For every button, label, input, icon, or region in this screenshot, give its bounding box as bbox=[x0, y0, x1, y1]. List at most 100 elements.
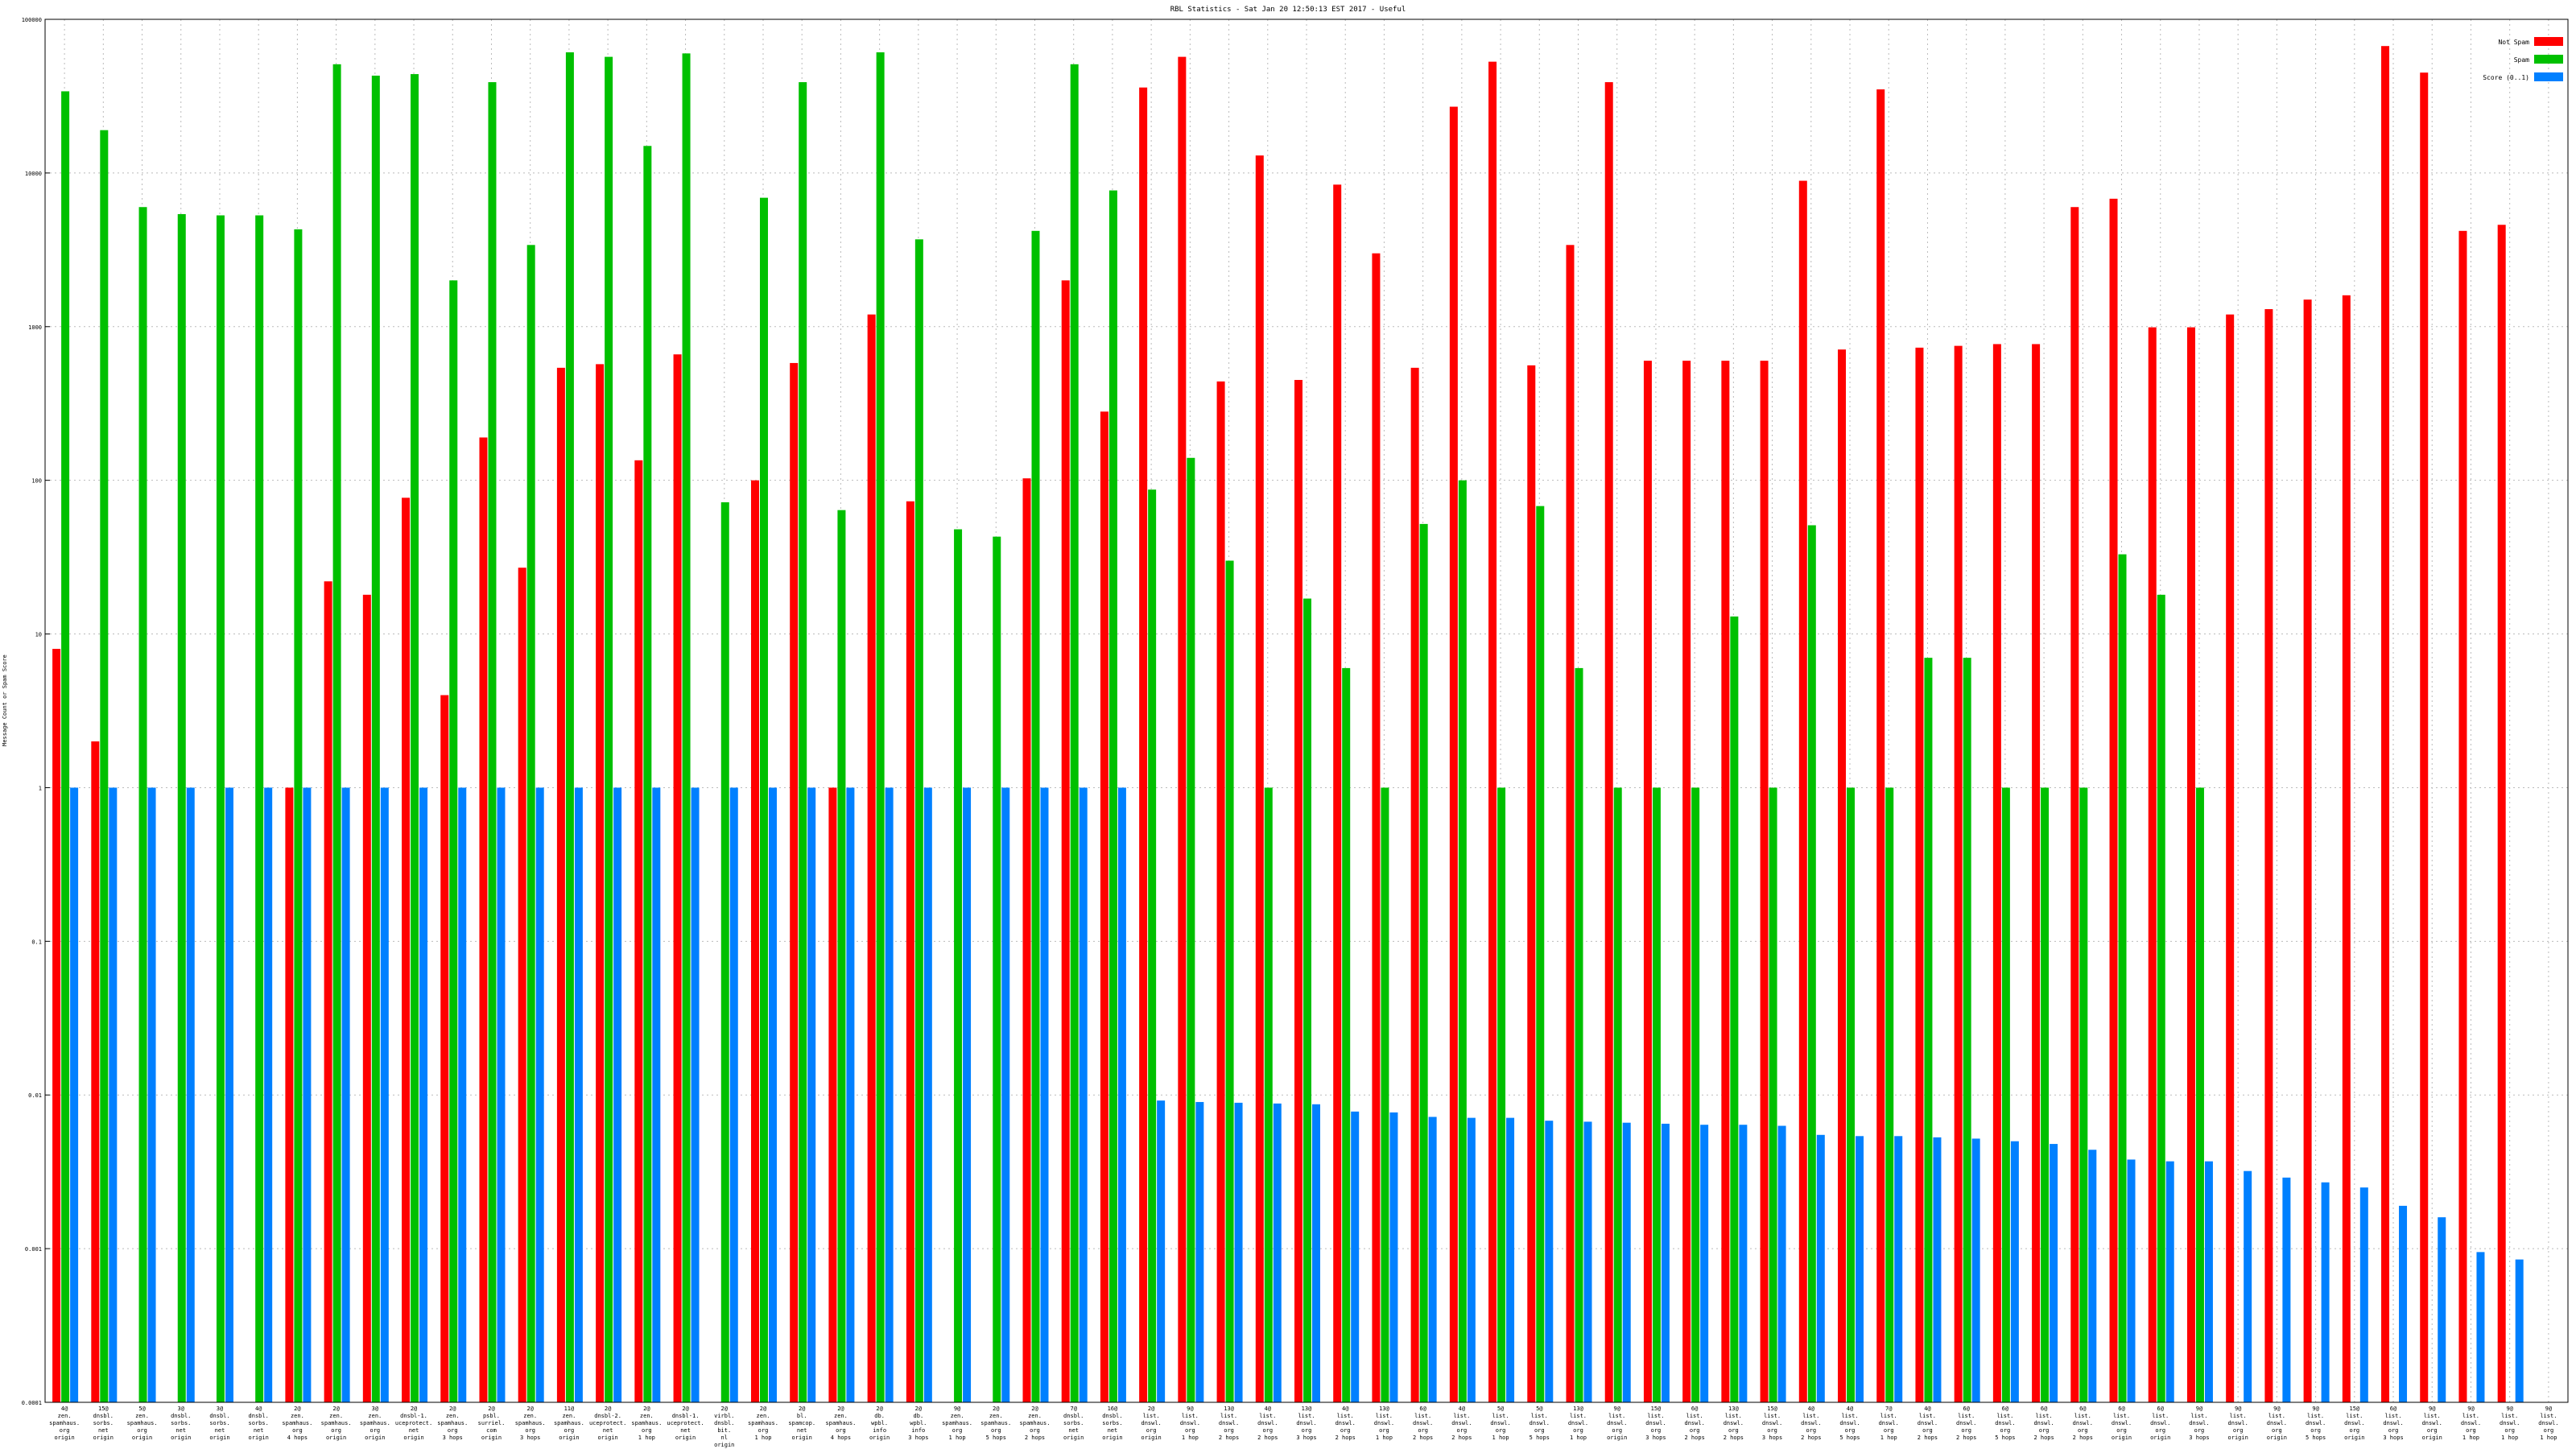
x-tick-label: 6@ list. dnswl. org 2 hops bbox=[1413, 1406, 1433, 1441]
bar-spam bbox=[954, 529, 963, 1402]
bar-not-spam bbox=[1566, 245, 1575, 1403]
bar-score bbox=[1661, 1123, 1670, 1402]
x-tick-label: 2@ zen. spamhaus. org 5 hops bbox=[980, 1406, 1011, 1441]
x-tick-label: 2@ psbl. surriel. com origin bbox=[478, 1406, 506, 1441]
bar-score bbox=[1506, 1117, 1515, 1402]
bar-spam bbox=[1924, 658, 1933, 1402]
bar-score bbox=[1816, 1134, 1825, 1402]
bar-score bbox=[1195, 1101, 1204, 1402]
bar-score bbox=[885, 787, 894, 1402]
bar-not-spam bbox=[2303, 299, 2312, 1402]
bar-score bbox=[2050, 1144, 2058, 1402]
bar-spam bbox=[2079, 787, 2088, 1402]
x-tick-label: 2@ dnsbl-2. uceprotect. net origin bbox=[589, 1406, 626, 1441]
x-tick-label: 13@ list. dnswl. org 2 hops bbox=[1219, 1406, 1239, 1441]
bar-not-spam bbox=[1488, 61, 1497, 1402]
bar-spam bbox=[1691, 787, 1700, 1402]
x-tick-label: 5@ list. dnswl. org 1 hop bbox=[1490, 1406, 1510, 1441]
bar-spam bbox=[1070, 64, 1079, 1402]
bar-spam bbox=[759, 197, 768, 1403]
x-tick-label: 4@ list. dnswl. org 2 hops bbox=[1801, 1406, 1821, 1441]
bar-spam bbox=[1148, 489, 1157, 1402]
bar-score bbox=[1273, 1103, 1282, 1402]
bar-score bbox=[264, 787, 273, 1402]
bar-spam bbox=[1730, 616, 1739, 1402]
bar-not-spam bbox=[1604, 82, 1613, 1402]
bar-score bbox=[1079, 787, 1088, 1402]
bar-score bbox=[1856, 1136, 1864, 1402]
bar-spam bbox=[1381, 787, 1389, 1402]
x-tick-label: 13@ list. dnswl. org 3 hops bbox=[1296, 1406, 1316, 1441]
bar-not-spam bbox=[2032, 344, 2041, 1402]
bar-spam bbox=[294, 229, 303, 1402]
x-tick-label: 5@ zen. spamhaus. org origin bbox=[127, 1406, 158, 1441]
bar-not-spam bbox=[673, 354, 682, 1402]
bar-score bbox=[2010, 1141, 2019, 1402]
bar-score bbox=[1777, 1125, 1786, 1402]
bar-score bbox=[1351, 1111, 1360, 1402]
plot-frame bbox=[44, 19, 2569, 1403]
bar-not-spam bbox=[1992, 344, 2001, 1402]
bar-not-spam bbox=[596, 364, 605, 1403]
x-tick-label: 2@ zen. spamhaus. org 4 hops bbox=[282, 1406, 312, 1441]
y-axis-ticks: 100000 10000 1000 100 10 1 0.1 0.01 0.001 0.0001 bbox=[22, 17, 50, 1406]
bar-score bbox=[1117, 787, 1126, 1402]
bar-score bbox=[1428, 1117, 1437, 1402]
x-tick-label: 6@ list. dnswl. org 2 hops bbox=[1956, 1406, 1976, 1441]
bar-spam bbox=[1963, 658, 1971, 1402]
bar-spam bbox=[332, 64, 341, 1402]
bar-score bbox=[1622, 1122, 1631, 1402]
x-tick-label: 16@ dnsbl. sorbs. net origin bbox=[1102, 1406, 1122, 1441]
bar-spam bbox=[1187, 457, 1195, 1402]
bar-spam bbox=[1575, 667, 1583, 1402]
bar-spam bbox=[2195, 787, 2204, 1402]
bar-spam bbox=[61, 91, 70, 1403]
x-tick-label: 2@ db. wpbl. info 3 hops bbox=[908, 1406, 928, 1441]
bar-score bbox=[1933, 1137, 1942, 1402]
bar-not-spam bbox=[2070, 207, 2079, 1403]
x-tick-label: 4@ dnsbl. sorbs. net origin bbox=[249, 1406, 269, 1441]
bar-not-spam bbox=[1410, 367, 1419, 1402]
x-tick-label: 13@ list. dnswl. org 1 hop bbox=[1568, 1406, 1588, 1441]
bar-spam bbox=[914, 239, 923, 1402]
bar-not-spam bbox=[1139, 87, 1148, 1403]
x-tick-label: 2@ zen. spamhaus. org 2 hops bbox=[1020, 1406, 1051, 1441]
bar-score bbox=[2127, 1159, 2136, 1402]
x-tick-label: 9@ list. dnswl. org 1 hop bbox=[2461, 1406, 2481, 1441]
bar-spam bbox=[138, 207, 147, 1403]
bar-not-spam bbox=[2381, 46, 2390, 1402]
bar-spam bbox=[1613, 787, 1622, 1402]
y-tick-label: 100 bbox=[31, 478, 42, 485]
bar-score bbox=[535, 787, 544, 1402]
bar-spam bbox=[488, 82, 497, 1402]
bar-score bbox=[1971, 1138, 1980, 1402]
x-tick-label: 9@ zen. spamhaus. org 1 hop bbox=[942, 1406, 972, 1441]
bar-spam bbox=[1264, 787, 1273, 1402]
bar-spam bbox=[1458, 480, 1467, 1402]
bar-not-spam bbox=[2186, 327, 2195, 1402]
bar-not-spam bbox=[2497, 225, 2506, 1403]
bar-score bbox=[225, 787, 233, 1402]
legend: Not Spam Spam Score (0..1) bbox=[2483, 37, 2563, 81]
x-tick-label: 9@ list. dnswl. org 5 hops bbox=[2306, 1406, 2326, 1441]
bar-spam bbox=[1769, 787, 1777, 1402]
bar-score bbox=[613, 787, 622, 1402]
bar-not-spam bbox=[1178, 56, 1187, 1402]
bar-not-spam bbox=[1061, 280, 1070, 1403]
bar-not-spam bbox=[2264, 309, 2273, 1403]
x-tick-label: 3@ dnsbl. sorbs. net origin bbox=[209, 1406, 229, 1441]
x-tick-label: 3@ zen. spamhaus. org origin bbox=[360, 1406, 390, 1441]
x-tick-label: 15@ dnsbl. sorbs. net origin bbox=[93, 1406, 114, 1441]
bar-score bbox=[807, 787, 816, 1402]
legend-label: Not Spam bbox=[2498, 39, 2529, 46]
x-tick-label: 2@ zen. spamhaus. org 1 hop bbox=[748, 1406, 778, 1441]
x-tick-label: 7@ dnsbl. sorbs. net origin bbox=[1063, 1406, 1084, 1441]
bar-score bbox=[1234, 1102, 1243, 1402]
bar-spam bbox=[255, 215, 264, 1402]
x-tick-label: 13@ list. dnswl. org 2 hops bbox=[1724, 1406, 1744, 1441]
bar-score bbox=[2088, 1150, 2097, 1402]
y-tick-label: 0.1 bbox=[31, 939, 42, 945]
x-tick-label: 2@ dnsbl-1. uceprotect. net origin bbox=[395, 1406, 432, 1441]
bar-spam bbox=[1225, 560, 1234, 1402]
bar-not-spam bbox=[52, 649, 61, 1402]
